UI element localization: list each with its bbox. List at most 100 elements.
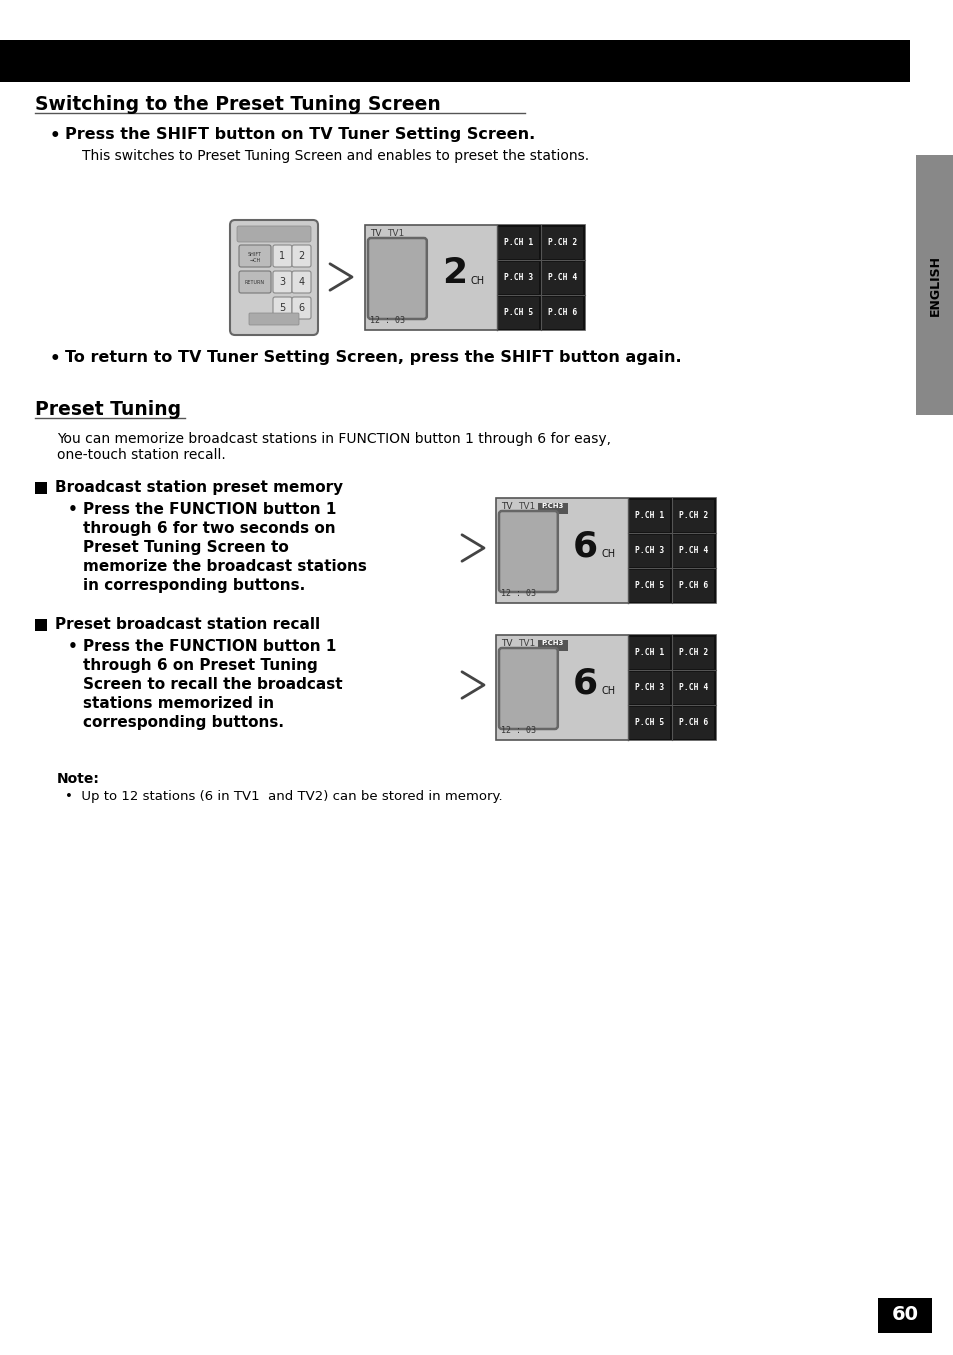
Text: ENGLISH: ENGLISH: [927, 255, 941, 316]
Text: memorize the broadcast stations: memorize the broadcast stations: [83, 560, 367, 575]
Text: You can memorize broadcast stations in FUNCTION button 1 through 6 for easy,: You can memorize broadcast stations in F…: [57, 432, 610, 446]
Text: To return to TV Tuner Setting Screen, press the SHIFT button again.: To return to TV Tuner Setting Screen, pr…: [65, 350, 680, 364]
Text: •: •: [68, 501, 78, 518]
Text: 12 : 03: 12 : 03: [500, 589, 536, 598]
Bar: [35, 619, 47, 631]
Bar: [629, 672, 670, 703]
Text: →CH: →CH: [249, 257, 260, 263]
Bar: [496, 499, 716, 603]
Text: P.CH 6: P.CH 6: [679, 581, 708, 589]
Text: •: •: [68, 640, 78, 654]
Text: Broadcast station preset memory: Broadcast station preset memory: [55, 480, 343, 495]
Text: P.CH 6: P.CH 6: [679, 718, 708, 728]
Text: TV: TV: [370, 229, 381, 238]
Text: SHIFT: SHIFT: [248, 252, 262, 257]
Text: Note:: Note:: [57, 772, 100, 786]
Text: P.CH 5: P.CH 5: [635, 581, 664, 589]
Bar: [673, 672, 714, 703]
Bar: [542, 262, 583, 294]
Text: CH: CH: [601, 549, 616, 560]
FancyBboxPatch shape: [236, 226, 311, 243]
Text: Press the FUNCTION button 1: Press the FUNCTION button 1: [83, 501, 336, 518]
Bar: [629, 500, 670, 531]
Text: P.CH 1: P.CH 1: [635, 511, 664, 520]
FancyBboxPatch shape: [368, 238, 426, 318]
Text: Press the FUNCTION button 1: Press the FUNCTION button 1: [83, 640, 336, 654]
Bar: [542, 226, 583, 259]
FancyBboxPatch shape: [498, 648, 558, 729]
Text: 6: 6: [298, 304, 304, 313]
Text: P.CH 5: P.CH 5: [504, 308, 533, 317]
Text: P.CH 1: P.CH 1: [504, 238, 533, 247]
FancyBboxPatch shape: [273, 297, 292, 318]
Text: P.CH 4: P.CH 4: [548, 272, 577, 282]
Text: Screen to recall the broadcast: Screen to recall the broadcast: [83, 678, 342, 692]
Bar: [496, 635, 716, 740]
Text: 12 : 03: 12 : 03: [370, 316, 405, 325]
Bar: [537, 503, 567, 514]
Text: Preset Tuning: Preset Tuning: [35, 400, 181, 419]
Bar: [498, 226, 539, 259]
Text: This switches to Preset Tuning Screen and enables to preset the stations.: This switches to Preset Tuning Screen an…: [82, 149, 589, 163]
Text: P.CH 1: P.CH 1: [635, 648, 664, 657]
Text: •: •: [50, 350, 61, 369]
Bar: [915, 154, 953, 415]
Text: P.CH 3: P.CH 3: [635, 546, 664, 556]
Text: 60: 60: [890, 1305, 918, 1324]
Text: P.CH 3: P.CH 3: [635, 683, 664, 692]
Text: P.CH 4: P.CH 4: [679, 546, 708, 556]
Text: 2: 2: [298, 251, 304, 262]
FancyBboxPatch shape: [498, 511, 558, 592]
Text: 3: 3: [279, 276, 285, 287]
Bar: [673, 500, 714, 531]
Bar: [0, 41, 909, 83]
Text: •: •: [50, 127, 61, 145]
Bar: [629, 637, 670, 668]
Text: P.CH 6: P.CH 6: [548, 308, 577, 317]
Text: through 6 on Preset Tuning: through 6 on Preset Tuning: [83, 659, 317, 673]
FancyBboxPatch shape: [292, 245, 311, 267]
Bar: [627, 499, 716, 603]
Text: corresponding buttons.: corresponding buttons.: [83, 715, 284, 730]
Bar: [629, 569, 670, 602]
Text: RETURN: RETURN: [245, 279, 265, 285]
Text: P.CH 2: P.CH 2: [679, 648, 708, 657]
FancyBboxPatch shape: [239, 271, 271, 293]
Text: P.CH 2: P.CH 2: [679, 511, 708, 520]
Text: P.CH3: P.CH3: [541, 503, 563, 509]
FancyBboxPatch shape: [273, 245, 292, 267]
Text: 5: 5: [279, 304, 285, 313]
Bar: [673, 569, 714, 602]
FancyBboxPatch shape: [292, 271, 311, 293]
Bar: [542, 297, 583, 328]
Text: •  Up to 12 stations (6 in TV1  and TV2) can be stored in memory.: • Up to 12 stations (6 in TV1 and TV2) c…: [65, 790, 502, 804]
FancyBboxPatch shape: [273, 271, 292, 293]
Text: TV: TV: [500, 501, 512, 511]
Text: CH: CH: [470, 276, 484, 286]
Text: in corresponding buttons.: in corresponding buttons.: [83, 579, 305, 593]
Text: TV1: TV1: [387, 229, 404, 238]
Bar: [877, 1298, 931, 1333]
FancyBboxPatch shape: [230, 220, 317, 335]
Text: 6: 6: [573, 530, 598, 564]
Bar: [365, 225, 584, 331]
Bar: [673, 534, 714, 566]
Bar: [497, 225, 584, 331]
Bar: [537, 640, 567, 650]
Bar: [629, 706, 670, 738]
Text: 4: 4: [298, 276, 304, 287]
Bar: [498, 262, 539, 294]
Text: TV1: TV1: [517, 640, 535, 648]
Text: Press the SHIFT button on TV Tuner Setting Screen.: Press the SHIFT button on TV Tuner Setti…: [65, 127, 535, 142]
Text: 6: 6: [573, 667, 598, 701]
Text: Switching to the Preset Tuning Screen: Switching to the Preset Tuning Screen: [35, 95, 440, 114]
Text: P.CH 2: P.CH 2: [548, 238, 577, 247]
Text: P.CH 4: P.CH 4: [679, 683, 708, 692]
Text: stations memorized in: stations memorized in: [83, 696, 274, 711]
Text: 2: 2: [442, 256, 467, 290]
Text: P.CH 5: P.CH 5: [635, 718, 664, 728]
Text: Preset broadcast station recall: Preset broadcast station recall: [55, 617, 320, 631]
Bar: [673, 637, 714, 668]
Text: through 6 for two seconds on: through 6 for two seconds on: [83, 522, 335, 537]
Bar: [629, 534, 670, 566]
